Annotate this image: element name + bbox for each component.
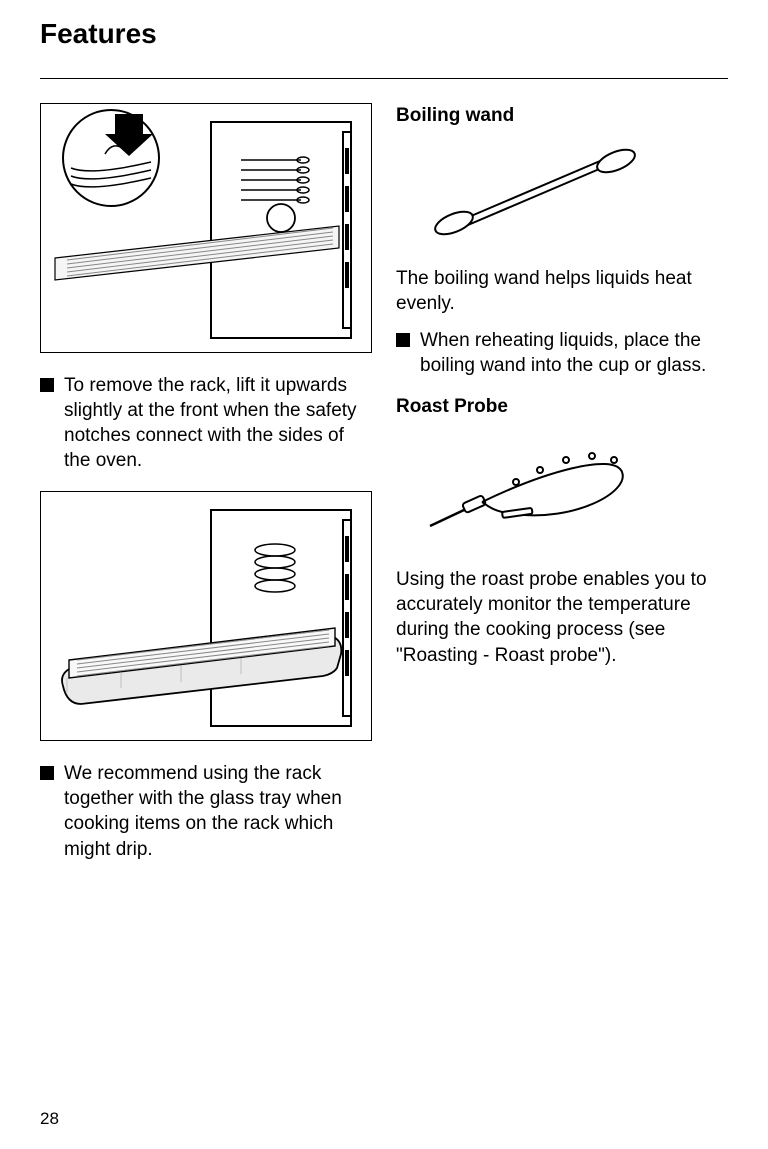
bullet-glass-tray: We recommend using the rack together wit…: [40, 761, 372, 861]
right-column: Boiling wand The boiling wand helps liqu…: [396, 103, 728, 880]
content-columns: To remove the rack, lift it upwards slig…: [40, 103, 728, 880]
bullet-remove-rack-text: To remove the rack, lift it upwards slig…: [64, 373, 372, 473]
figure-rack-with-tray: [40, 491, 372, 741]
bullet-glass-tray-text: We recommend using the rack together wit…: [64, 761, 372, 861]
rack-with-tray-svg: [41, 496, 371, 736]
heading-boiling-wand: Boiling wand: [396, 105, 728, 127]
roast-probe-body: Using the roast probe enables you to acc…: [396, 567, 728, 667]
boiling-wand-body: The boiling wand helps liquids heat even…: [396, 266, 728, 316]
figure-roast-probe: [424, 432, 728, 547]
heading-roast-probe: Roast Probe: [396, 396, 728, 418]
figure-oven-rack-removal: [40, 103, 372, 353]
bullet-boiling-wand: When reheating liquids, place the boilin…: [396, 328, 728, 378]
left-column: To remove the rack, lift it upwards slig…: [40, 103, 372, 880]
page-number: 28: [40, 1109, 59, 1129]
oven-rack-removal-svg: [41, 108, 371, 348]
roast-probe-svg: [424, 432, 654, 542]
page-title: Features: [40, 18, 728, 50]
figure-boiling-wand: [424, 141, 728, 246]
bullet-remove-rack: To remove the rack, lift it upwards slig…: [40, 373, 372, 473]
bullet-icon: [40, 766, 54, 780]
bullet-icon: [396, 333, 410, 347]
bullet-boiling-wand-text: When reheating liquids, place the boilin…: [420, 328, 728, 378]
boiling-wand-svg: [424, 141, 644, 241]
bullet-icon: [40, 378, 54, 392]
title-divider: [40, 78, 728, 79]
